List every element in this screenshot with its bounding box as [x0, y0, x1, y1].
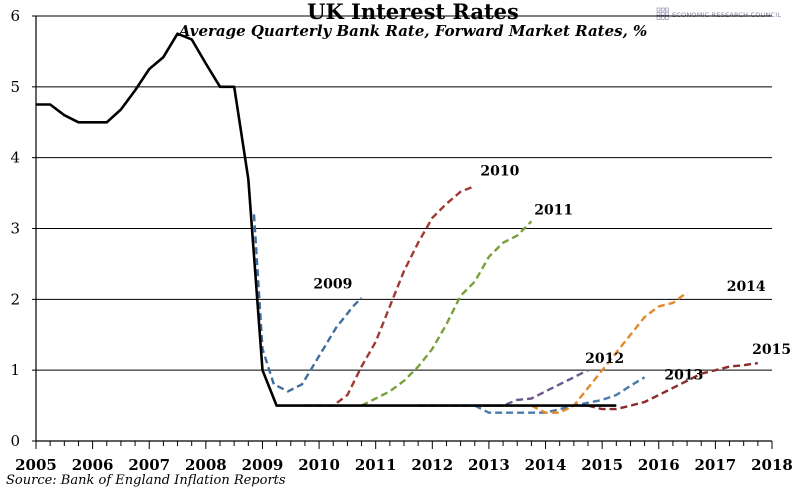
y-tick-label: 6 [10, 7, 20, 25]
forward-rate-line-2015 [587, 361, 758, 411]
series-label-2014: 2014 [727, 279, 766, 295]
chart-title: UK Interest Rates [307, 0, 519, 24]
x-tick-label: 2013 [468, 456, 510, 474]
logo: ECONOMIC RESEARCH COUNCIL [656, 7, 781, 20]
logo-square [665, 16, 669, 20]
x-tick-label: 2009 [242, 456, 284, 474]
forward-rate-line-2013 [474, 376, 646, 414]
x-tick-label: 2006 [72, 456, 114, 474]
x-tick-label: 2011 [355, 456, 397, 474]
logo-square [660, 7, 665, 12]
forward-rate-line-2014 [530, 291, 688, 414]
x-tick-label: 2017 [695, 456, 737, 474]
forward-rate-line-2012 [418, 369, 589, 407]
forward-rate-line-2011 [360, 220, 533, 407]
x-tick-label: 2018 [751, 456, 793, 474]
y-tick-label: 2 [10, 290, 20, 308]
x-tick-label: 2007 [128, 456, 170, 474]
x-tick-label: 2016 [638, 456, 680, 474]
logo-square [656, 11, 661, 16]
x-axis-ticks: 2005 2006 2007 2008 2009 2010 2011 2012 2013 2014… [15, 441, 793, 474]
series-labels: 2009 2010 2011 2012 2013 2014 2015 [313, 163, 791, 383]
series-label-2015: 2015 [752, 342, 791, 358]
x-tick-label: 2014 [525, 456, 567, 474]
logo-grid [656, 7, 669, 20]
x-tick-label: 2015 [581, 456, 623, 474]
series-label-2013: 2013 [664, 367, 703, 383]
logo-square [656, 16, 661, 20]
chart-subtitle: Average Quarterly Bank Rate, Forward Mar… [177, 22, 648, 40]
logo-square [656, 7, 661, 12]
logo-square [665, 7, 669, 12]
forward-rate-line-2009 [252, 214, 363, 393]
logo-square [665, 11, 669, 16]
y-tick-label: 3 [10, 220, 20, 238]
gridlines [36, 15, 772, 371]
y-tick-label: 0 [10, 432, 20, 450]
x-tick-label: 2012 [411, 456, 453, 474]
series-label-2011: 2011 [534, 202, 573, 218]
series-label-2009: 2009 [313, 277, 352, 293]
y-tick-label: 5 [10, 78, 20, 96]
y-tick-label: 1 [10, 361, 20, 379]
logo-square [660, 16, 665, 20]
series-label-2012: 2012 [585, 351, 624, 367]
series-lines [36, 32, 758, 414]
y-tick-label: 4 [10, 149, 20, 167]
logo-square [660, 11, 665, 16]
forward-rate-line-2010 [304, 184, 476, 407]
bank-rate-line [36, 32, 617, 407]
y-axis-ticks: 0 1 2 3 4 5 6 [10, 7, 36, 450]
x-tick-label: 2008 [185, 456, 227, 474]
x-tick-label: 2005 [15, 456, 57, 474]
x-tick-label: 2010 [298, 456, 340, 474]
logo-text: ECONOMIC RESEARCH COUNCIL [672, 11, 781, 19]
chart-source: Source: Bank of England Inflation Report… [6, 473, 286, 488]
series-label-2010: 2010 [480, 163, 519, 179]
